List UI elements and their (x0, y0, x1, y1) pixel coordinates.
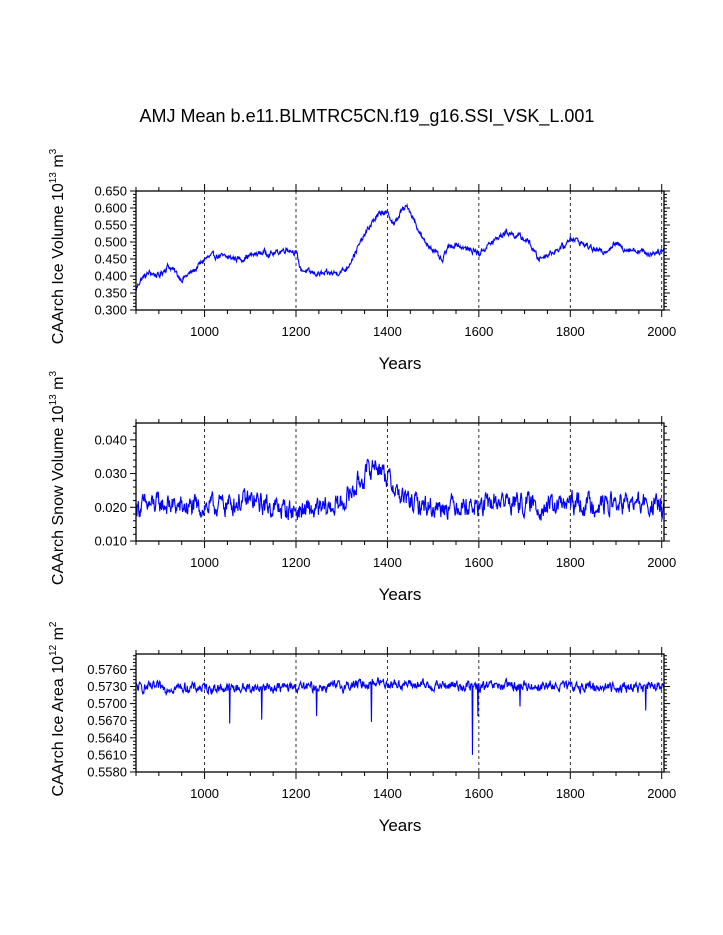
snow-volume-y-tick-label: 0.040 (94, 432, 127, 447)
ice-volume-y-tick-label: 0.450 (94, 252, 127, 267)
snow-volume-y-label-unit-exp: 3 (48, 371, 59, 377)
ice-volume-y-label-text: CAArch Ice Volume 10 (50, 183, 67, 344)
ice-volume-y-tick-label: 0.550 (94, 218, 127, 233)
ice-volume-x-tick-label: 1400 (373, 324, 402, 339)
ice-volume-x-tick-label: 1200 (282, 324, 311, 339)
snow-volume-panel: 1000 1200 1400 1600 1800 2000 0.010 0.020 0.030 0… (48, 371, 676, 605)
ice-area-x-tick-label: 1600 (464, 786, 493, 801)
ice-volume-x-tick-label: 2000 (647, 324, 676, 339)
ice-volume-y-label-unit-exp: 3 (48, 148, 59, 154)
snow-volume-series (135, 458, 665, 521)
snow-volume-x-tick-label: 1600 (464, 555, 493, 570)
ice-area-ticks: 1000 1200 1400 1600 1800 2000 0.5580 0.5610 0.56… (87, 647, 676, 801)
snow-volume-y-axis-label: CAArch Snow Volume 1013 m3 (48, 371, 67, 586)
snow-volume-series-line (135, 458, 665, 521)
ice-volume-y-label-exp: 13 (48, 172, 59, 184)
ice-area-y-axis-label: CAArch Ice Area 1012 m2 (48, 621, 67, 796)
ice-area-x-tick-label: 1200 (282, 786, 311, 801)
ice-volume-y-axis-label: CAArch Ice Volume 1013 m3 (48, 148, 67, 344)
ice-area-y-tick-label: 0.5580 (87, 765, 127, 780)
snow-volume-x-tick-label: 1200 (282, 555, 311, 570)
snow-volume-y-tick-label: 0.010 (94, 534, 127, 549)
ice-volume-y-tick-label: 0.300 (94, 303, 127, 318)
ice-area-y-tick-label: 0.5670 (87, 713, 127, 728)
ice-volume-y-tick-label: 0.350 (94, 286, 127, 301)
ice-area-x-tick-label: 1800 (556, 786, 585, 801)
ice-volume-panel: 1000 1200 1400 1600 1800 2000 0.300 0.350 0.400 0… (48, 148, 676, 373)
ice-volume-x-tick-label: 1600 (464, 324, 493, 339)
ice-area-series-line (135, 676, 665, 755)
ice-volume-y-tick-label: 0.600 (94, 201, 127, 216)
ice-area-y-tick-label: 0.5760 (87, 662, 127, 677)
ice-volume-grid (204, 191, 663, 310)
ice-volume-y-tick-label: 0.500 (94, 235, 127, 250)
ice-area-x-tick-label: 1400 (373, 786, 402, 801)
snow-volume-x-tick-label: 1000 (190, 555, 219, 570)
ice-volume-x-axis-label: Years (379, 354, 422, 373)
ice-area-plot-frame (135, 653, 665, 773)
ice-area-y-tick-label: 0.5640 (87, 730, 127, 745)
ice-volume-y-label-unit: m (50, 154, 67, 167)
ice-volume-ticks: 1000 1200 1400 1600 1800 2000 0.300 0.350 0.400 0… (94, 184, 676, 340)
snow-volume-ticks: 1000 1200 1400 1600 1800 2000 0.010 0.020 0.030 0… (94, 416, 676, 570)
ice-area-panel: 1000 1200 1400 1600 1800 2000 0.5580 0.5610 0.56… (48, 621, 676, 835)
snow-volume-y-tick-label: 0.030 (94, 466, 127, 481)
ice-area-y-label-text: CAArch Ice Area 10 (50, 656, 67, 797)
ice-volume-x-tick-label: 1000 (190, 324, 219, 339)
ice-volume-series (135, 203, 665, 292)
snow-volume-x-axis-label: Years (379, 585, 422, 604)
snow-volume-y-label-unit: m (50, 377, 67, 390)
ice-volume-plot-frame (135, 190, 665, 311)
ice-area-y-label-unit-exp: 2 (48, 621, 59, 627)
ice-volume-x-tick-label: 1800 (556, 324, 585, 339)
ice-area-series (135, 676, 665, 755)
snow-volume-y-label-exp: 13 (48, 394, 59, 406)
snow-volume-plot-frame (135, 422, 665, 542)
ice-volume-series-line (135, 203, 665, 292)
snow-volume-x-tick-label: 2000 (647, 555, 676, 570)
ice-area-y-tick-label: 0.5730 (87, 679, 127, 694)
ice-area-y-label-unit: m (50, 627, 67, 640)
snow-volume-grid (204, 423, 663, 541)
ice-area-y-label-exp: 12 (48, 644, 59, 656)
snow-volume-y-label-text: CAArch Snow Volume 10 (50, 405, 67, 585)
snow-volume-y-tick-label: 0.020 (94, 500, 127, 515)
ice-area-x-tick-label: 1000 (190, 786, 219, 801)
ice-area-y-tick-label: 0.5610 (87, 747, 127, 762)
ice-volume-y-tick-label: 0.650 (94, 184, 127, 199)
snow-volume-x-tick-label: 1400 (373, 555, 402, 570)
ice-area-grid (204, 654, 663, 772)
ice-area-x-tick-label: 2000 (647, 786, 676, 801)
ice-area-y-tick-label: 0.5700 (87, 696, 127, 711)
snow-volume-x-tick-label: 1800 (556, 555, 585, 570)
chart-title: AMJ Mean b.e11.BLMTRC5CN.f19_g16.SSI_VSK… (140, 106, 595, 127)
ice-volume-y-tick-label: 0.400 (94, 269, 127, 284)
ice-area-x-axis-label: Years (379, 816, 422, 835)
